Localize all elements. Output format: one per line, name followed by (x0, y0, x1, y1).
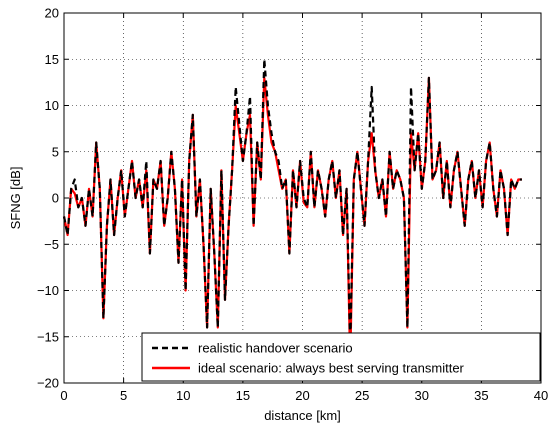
legend: realistic handover scenario ideal scenar… (141, 332, 541, 382)
x-tick-label: 5 (120, 388, 127, 403)
y-tick-label: −10 (37, 283, 59, 298)
x-tick-label: 30 (415, 388, 429, 403)
y-tick-label: −5 (44, 237, 59, 252)
x-tick-label: 35 (474, 388, 488, 403)
y-tick-label: 0 (52, 191, 59, 206)
y-axis-label: SFNG [dB] (8, 167, 23, 230)
legend-box (141, 332, 541, 382)
x-tick-label: 20 (295, 388, 309, 403)
legend-label-ideal: ideal scenario: always best serving tran… (198, 361, 465, 376)
x-tick-label: 25 (355, 388, 369, 403)
x-tick-label: 15 (236, 388, 250, 403)
y-tick-label: −15 (37, 329, 59, 344)
x-tick-label: 0 (60, 388, 67, 403)
x-tick-label: 10 (176, 388, 190, 403)
legend-label-realistic: realistic handover scenario (198, 341, 353, 356)
series-lines (62, 58, 522, 366)
x-tick-label: 40 (534, 388, 548, 403)
y-tick-label: 20 (45, 6, 59, 21)
x-axis-label: distance [km] (264, 408, 341, 423)
axis-ticks: 0 5 10 15 20 25 30 35 40 −20 −15 −10 −5 0 5 10 15 20 (37, 6, 548, 404)
series-line-ideal (62, 76, 522, 366)
y-tick-label: 15 (45, 52, 59, 67)
series-line-realistic (62, 58, 522, 348)
y-tick-label: 5 (52, 144, 59, 159)
y-tick-label: 10 (45, 98, 59, 113)
y-tick-label: −20 (37, 376, 59, 391)
